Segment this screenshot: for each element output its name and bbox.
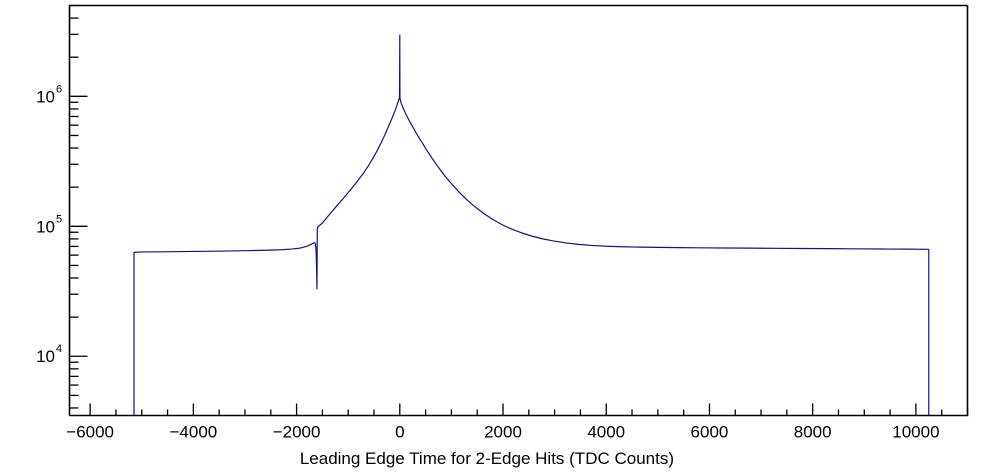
y-axis-minor-ticks (69, 4, 79, 409)
x-tick-label: 6000 (691, 423, 729, 442)
data-series-group (133, 34, 930, 417)
x-axis-tick-labels: −6000 −4000 −2000 0 2000 4000 6000 8000 10000 (66, 423, 939, 442)
svg-text:4: 4 (56, 343, 62, 355)
x-tick-label: 8000 (794, 423, 832, 442)
axis-frame (68, 4, 969, 417)
y-tick-label: 10 5 (36, 213, 62, 236)
x-tick-label: −6000 (66, 423, 114, 442)
x-tick-label: −4000 (169, 423, 217, 442)
svg-text:6: 6 (56, 83, 62, 95)
y-tick-label: 10 6 (36, 83, 62, 106)
data-curve (133, 34, 930, 417)
x-axis-minor-ticks (115, 409, 969, 416)
x-tick-label: 0 (395, 423, 404, 442)
x-tick-label: 4000 (587, 423, 625, 442)
x-tick-label: 10000 (892, 423, 939, 442)
x-tick-label: −2000 (273, 423, 321, 442)
svg-text:5: 5 (56, 213, 62, 225)
x-tick-label: 2000 (484, 423, 522, 442)
x-axis-title: Leading Edge Time for 2-Edge Hits (TDC C… (300, 449, 674, 468)
y-axis-major-ticks (69, 95, 88, 357)
svg-text:10: 10 (36, 347, 55, 366)
y-tick-label: 10 4 (36, 343, 62, 366)
x-axis-major-ticks (89, 403, 917, 416)
svg-text:10: 10 (36, 87, 55, 106)
svg-text:10: 10 (36, 217, 55, 236)
